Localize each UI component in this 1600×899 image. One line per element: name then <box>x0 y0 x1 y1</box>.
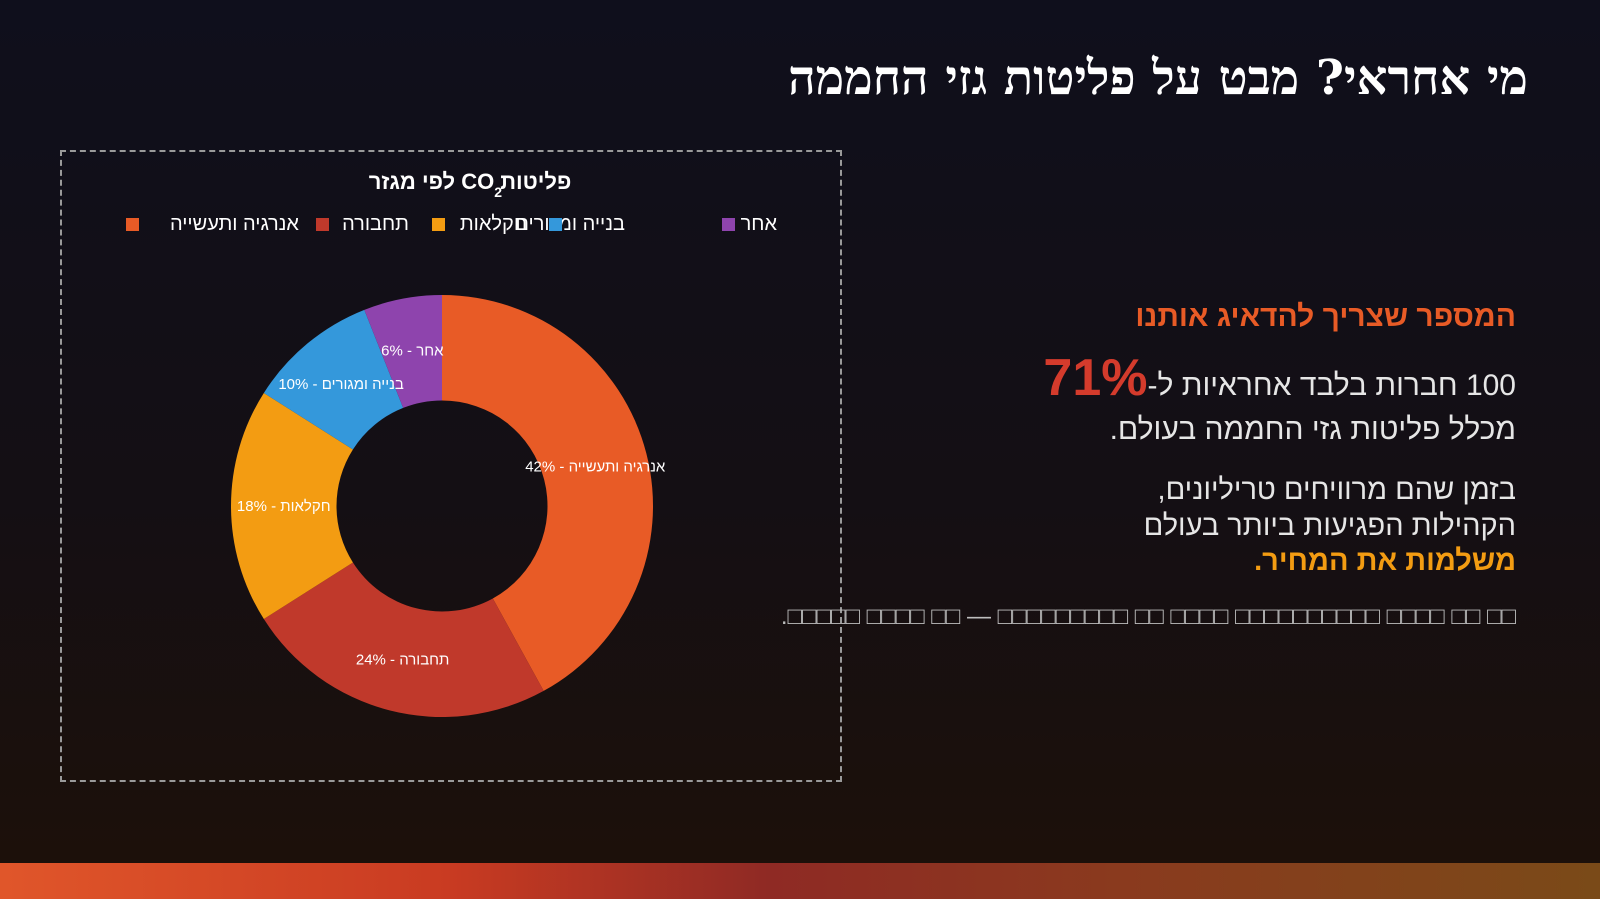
slice-buildings <box>263 309 404 450</box>
placeholder-text: □□ □□ □□□□ □□□□□□□□□□ □□□□ □□ □□□□□□□□□ … <box>780 603 1516 631</box>
chart-title-part2: לפי מגזר <box>369 169 455 194</box>
chart-title-co: CO <box>461 169 494 194</box>
chart-slices <box>231 295 654 718</box>
highlight-heading: המספר שצריך להדאיג אותנו <box>1135 300 1516 333</box>
paragraph-line-1: בזמן שהם מרוויחים טריליונים, <box>1157 474 1516 507</box>
data-label-transport: תחבורה - 24% <box>356 651 450 668</box>
legend-swatch-energy-industry <box>126 218 139 231</box>
legend-label-energy-industry: אנרגיה ותעשייה <box>170 213 299 235</box>
data-label-buildings: בנייה ומגורים - 10% <box>278 376 404 393</box>
legend-label-other: אחר <box>741 213 778 235</box>
big-stat-value: 71% <box>1043 349 1148 407</box>
legend-swatch-transport <box>316 218 329 231</box>
paragraph-emphasis: משלמות את המחיר. <box>1254 544 1516 577</box>
legend-label-buildings: בנייה ומגורים <box>515 213 625 235</box>
stat-prefix: 100 חברות בלבד אחראיות ל- <box>1147 369 1517 402</box>
bottom-accent-bar <box>0 863 1600 899</box>
chart-data-labels: אנרגיה ותעשייה - 42% תחבורה - 24% חקלאות -… <box>237 343 666 669</box>
slide-title: מי אחראי? מבט על פליטות גזי החממה <box>788 50 1528 106</box>
stat-suffix: מכלל פליטות גזי החממה בעולם. <box>1109 413 1516 447</box>
data-label-other: אחר - 6% <box>381 343 444 360</box>
slice-agriculture <box>231 392 353 620</box>
slice-transport <box>263 562 544 718</box>
legend-swatch-agriculture <box>432 218 445 231</box>
data-label-agriculture: חקלאות - 18% <box>237 498 331 515</box>
chart-title-part1: פליטות <box>500 169 571 194</box>
slice-other <box>364 295 442 408</box>
paragraph-line-2: הקהילות הפגיעות ביותר בעולם <box>1143 509 1516 542</box>
chart-title: פליטות CO2 לפי מגזר <box>369 169 572 200</box>
stat-line: 100 חברות בלבד אחראיות ל-71% <box>876 349 1517 407</box>
legend-label-agriculture: חקלאות <box>460 213 527 235</box>
data-label-energy-industry: אנרגיה ותעשייה - 42% <box>525 459 666 476</box>
legend-swatch-buildings <box>549 218 562 231</box>
legend-swatch-other <box>722 218 735 231</box>
legend-label-transport: תחבורה <box>342 213 409 235</box>
insight-panel: המספר שצריך להדאיג אותנו 100 חברות בלבד … <box>780 300 1517 631</box>
chart-container: פליטות CO2 לפי מגזר אחר בנייה ומגורים חקלא… <box>60 150 842 782</box>
slice-energy-industry <box>442 295 654 691</box>
